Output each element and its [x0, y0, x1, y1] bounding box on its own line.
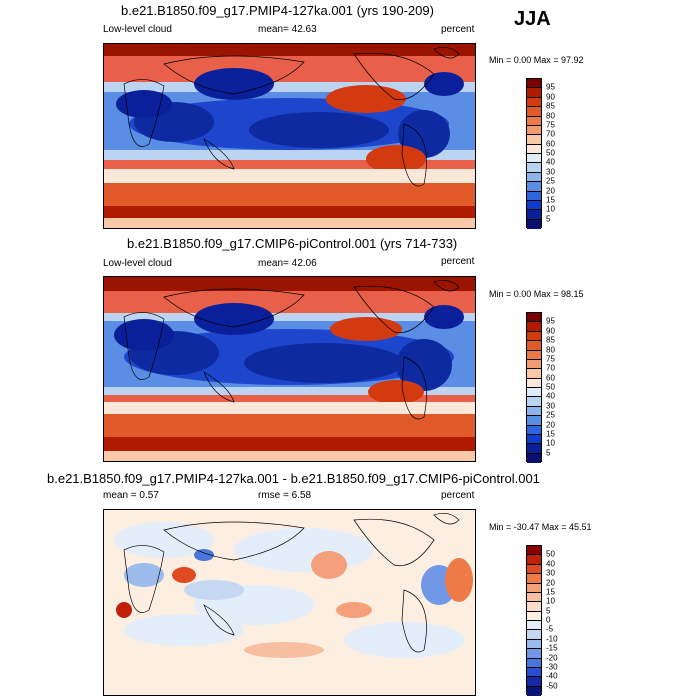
- colorbar-label: 70: [546, 363, 555, 373]
- colorbar-label: -10: [546, 634, 558, 644]
- panel2-minmax: Min = 0.00 Max = 98.15: [489, 289, 584, 299]
- colorbar-label: 25: [546, 410, 555, 420]
- panel3-minmax: Min = -30.47 Max = 45.51: [489, 522, 592, 532]
- colorbar-label: 40: [546, 157, 555, 167]
- season-label: JJA: [514, 8, 551, 30]
- colorbar-label: -50: [546, 681, 558, 691]
- colorbar-label: 30: [546, 167, 555, 177]
- colorbar-label: -20: [546, 653, 558, 662]
- panel2-left-label: Low-level cloud: [103, 258, 172, 269]
- panel1-left-label: Low-level cloud: [103, 24, 172, 35]
- colorbar-label: 50: [546, 382, 555, 392]
- colorbar-label: 50: [546, 549, 555, 559]
- panel1-map: [103, 43, 476, 229]
- panel2-mean: mean= 42.06: [258, 258, 317, 269]
- panel1-mean: mean= 42.63: [258, 24, 317, 35]
- panel2-map: [103, 276, 476, 462]
- panel3-units: percent: [441, 490, 475, 501]
- colorbar-label: 30: [546, 568, 555, 578]
- colorbar-label: 15: [546, 587, 555, 597]
- panel2-units: percent: [441, 256, 475, 267]
- colorbar-label: -30: [546, 662, 558, 672]
- colorbar-label: 50: [546, 148, 555, 158]
- colorbar-label: 40: [546, 391, 555, 401]
- colorbar-label: 85: [546, 335, 555, 345]
- colorbar-label: 10: [546, 596, 555, 606]
- colorbar-label: 20: [546, 186, 555, 195]
- colorbar-label: 90: [546, 326, 555, 336]
- colorbar-label: 40: [546, 559, 555, 569]
- panel3-map: [103, 509, 476, 696]
- colorbar-label: 85: [546, 101, 555, 111]
- colorbar-label: 10: [546, 438, 555, 448]
- colorbar-label: 60: [546, 373, 555, 383]
- colorbar-label: 70: [546, 129, 555, 139]
- colorbar-label: 0: [546, 615, 551, 625]
- colorbar-label: 90: [546, 92, 555, 102]
- colorbar-label: -15: [546, 643, 558, 653]
- panel1-title: b.e21.B1850.f09_g17.PMIP4-127ka.001 (yrs…: [121, 3, 434, 18]
- colorbar-label: 15: [546, 429, 555, 439]
- panel3-mean: mean = 0.57: [103, 490, 159, 501]
- panel1-colorbar: [526, 78, 542, 229]
- colorbar-label: 75: [546, 354, 555, 364]
- colorbar-label: 80: [546, 111, 555, 120]
- colorbar-label: 10: [546, 204, 555, 214]
- panel1-minmax: Min = 0.00 Max = 97.92: [489, 55, 584, 65]
- panel3-rmse: rmse = 6.58: [258, 490, 312, 501]
- panel2-title: b.e21.B1850.f09_g17.CMIP6-piControl.001 …: [127, 236, 458, 251]
- panel2-colorbar: [526, 312, 542, 463]
- colorbar-label: 5: [546, 448, 551, 458]
- colorbar-label: 20: [546, 578, 555, 587]
- colorbar-label: 5: [546, 214, 551, 224]
- colorbar-label: 15: [546, 195, 555, 205]
- colorbar-label: 25: [546, 176, 555, 186]
- colorbar-label: 95: [546, 82, 555, 92]
- colorbar-label: 95: [546, 316, 555, 326]
- panel1-units: percent: [441, 24, 475, 35]
- colorbar-label: 5: [546, 606, 551, 616]
- colorbar-label: 60: [546, 139, 555, 149]
- panel3-title: b.e21.B1850.f09_g17.PMIP4-127ka.001 - b.…: [47, 471, 540, 486]
- colorbar-label: 20: [546, 420, 555, 429]
- colorbar-label: -5: [546, 624, 554, 634]
- colorbar-label: 80: [546, 345, 555, 354]
- colorbar-label: -40: [546, 671, 558, 681]
- colorbar-label: 75: [546, 120, 555, 130]
- panel3-colorbar: [526, 545, 542, 696]
- colorbar-label: 30: [546, 401, 555, 411]
